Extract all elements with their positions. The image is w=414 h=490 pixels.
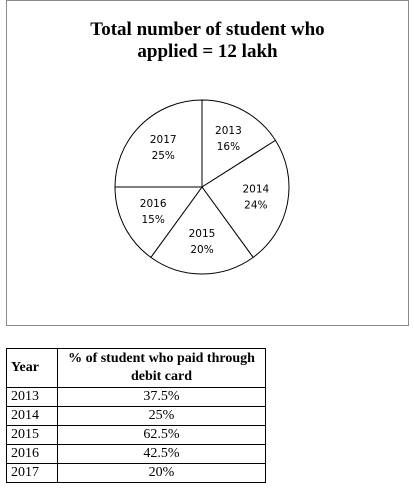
table-row: 2014 25% (6, 406, 266, 426)
slice-label: 20% (190, 244, 213, 256)
chart-title-wrap: Total number of student who applied = 12… (7, 19, 408, 63)
table-row: 2016 42.5% (6, 444, 266, 464)
table-cell: 2015 (6, 425, 58, 445)
table-row: 2015 62.5% (6, 425, 266, 445)
column-header: Year (6, 348, 58, 388)
data-table: Year% of student who paid through debit … (6, 348, 266, 483)
table-cell: 2013 (6, 387, 58, 407)
slice-category: 2014 (242, 183, 269, 195)
table-cell: 25% (57, 406, 266, 426)
chart: 2013 16% 2014 24% 2015 20% 2016 15% 2017 25% (114, 99, 290, 275)
chart-frame: Total number of student who applied = 12… (6, 0, 409, 326)
table-cell: 20% (57, 463, 266, 483)
slice-label: 15% (141, 214, 164, 226)
slice-category: 2015 (189, 228, 216, 240)
column-header: % of student who paid through debit card (57, 348, 266, 388)
pie-slice (201, 99, 277, 188)
slice-label: 24% (244, 199, 267, 211)
table-cell: 2014 (6, 406, 58, 426)
table-row: 2013 37.5% (6, 387, 266, 407)
slice-category: 2017 (150, 134, 177, 146)
slice-label: 25% (152, 150, 175, 162)
slice-label: 16% (217, 141, 240, 153)
slice-category: 2016 (140, 198, 167, 210)
table-cell: 62.5% (57, 425, 266, 445)
header-row: Year% of student who paid through debit … (6, 348, 266, 388)
pie-slice (114, 186, 203, 259)
slice-category: 2013 (215, 125, 242, 137)
pie-slice (114, 99, 203, 188)
table-row: 2017 20% (6, 463, 266, 483)
table-cell: 42.5% (57, 444, 266, 464)
pie-slice (150, 186, 254, 275)
table-cell: 37.5% (57, 387, 266, 407)
table-cell: 2016 (6, 444, 58, 464)
pie-slice (201, 139, 290, 259)
chart-title: Total number of student who applied = 12… (90, 19, 325, 62)
table-cell: 2017 (6, 463, 58, 483)
